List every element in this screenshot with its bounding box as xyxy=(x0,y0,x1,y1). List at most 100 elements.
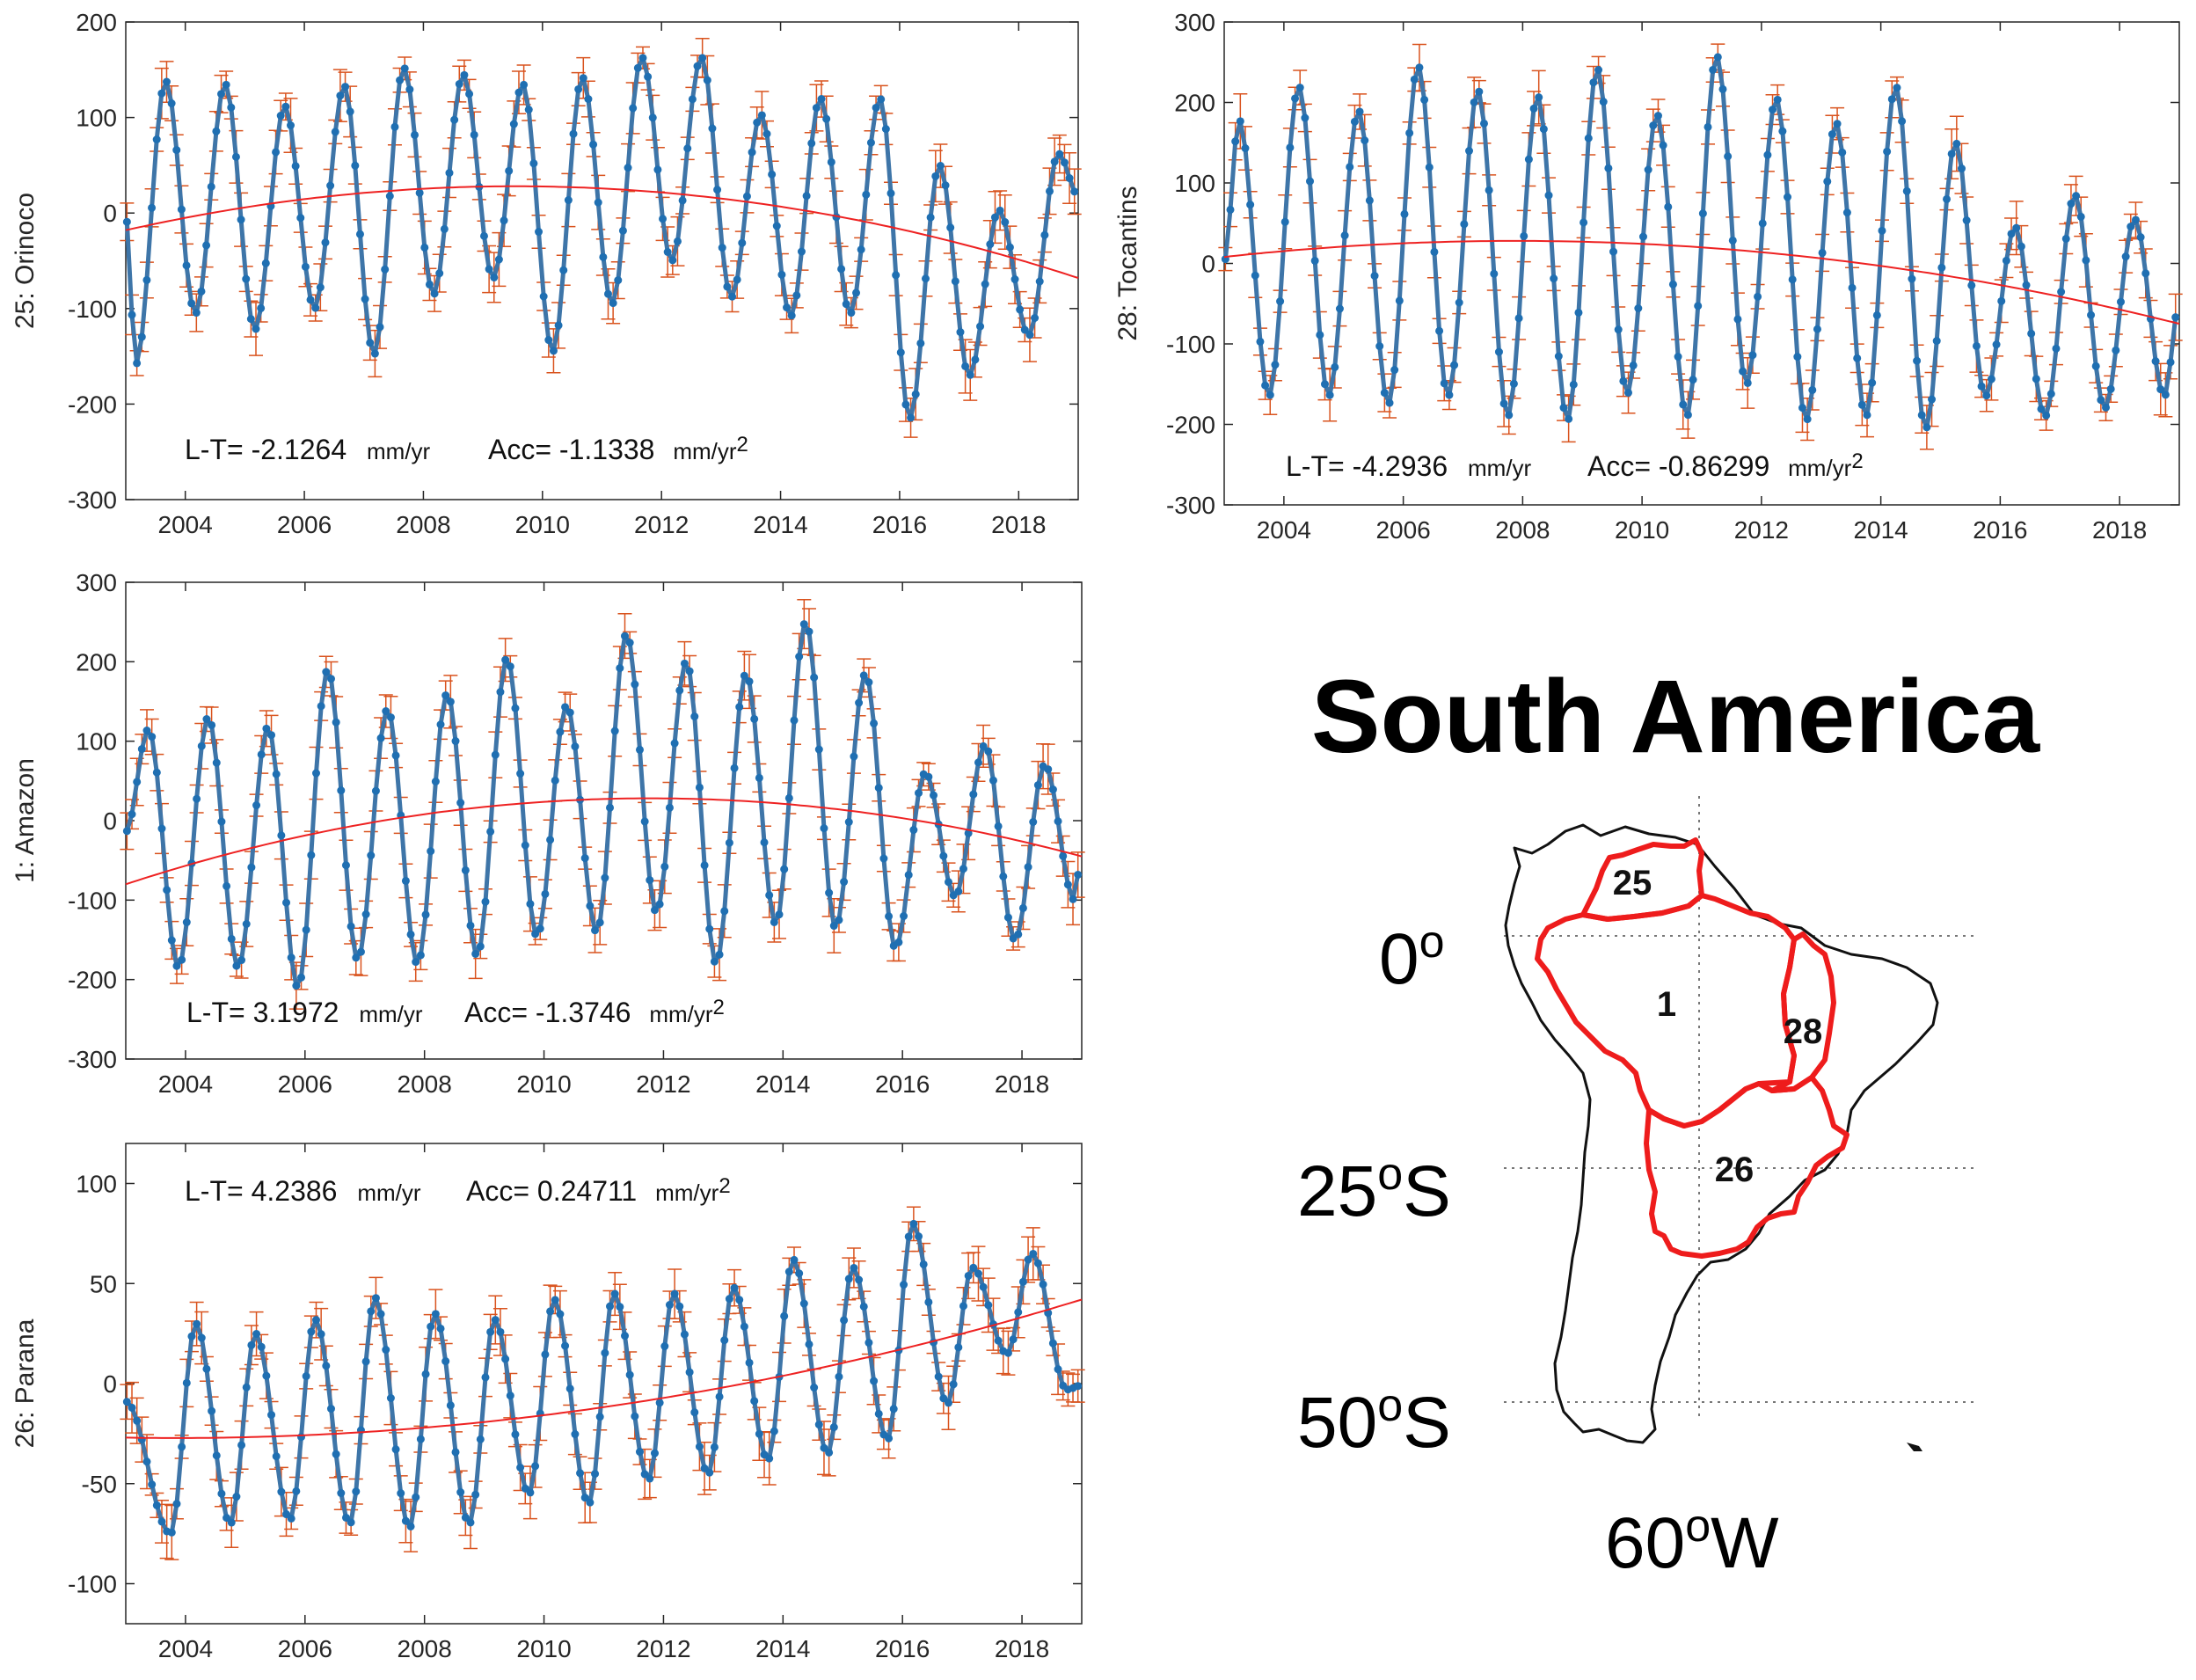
data-point xyxy=(551,1296,559,1304)
data-point xyxy=(635,1448,644,1457)
data-point xyxy=(829,922,838,931)
data-point xyxy=(653,165,662,174)
data-point xyxy=(1898,117,1907,126)
ytick-label: 300 xyxy=(76,569,117,596)
data-point xyxy=(994,822,1003,830)
data-point xyxy=(990,213,999,222)
data-point xyxy=(486,827,495,836)
chart-tocantins: 28: Tocantins -300 -200 -100 0 100 200 300 2004… xyxy=(1113,9,2183,544)
xtick-label: 2014 xyxy=(753,511,807,538)
data-point xyxy=(1520,231,1528,240)
data-point xyxy=(252,801,261,810)
data-point xyxy=(2042,411,2051,420)
data-point xyxy=(466,1518,475,1527)
data-point xyxy=(376,323,384,332)
data-point xyxy=(541,1350,550,1359)
data-point xyxy=(1565,414,1573,423)
xtick-label: 2006 xyxy=(278,1070,332,1098)
data-point xyxy=(1306,177,1315,186)
data-point xyxy=(506,662,514,671)
xtick-label: 2004 xyxy=(158,1635,213,1662)
data-point xyxy=(1063,880,1072,889)
data-point xyxy=(405,85,414,94)
data-point xyxy=(1629,361,1638,369)
data-point xyxy=(1035,277,1044,286)
trend-line-parana xyxy=(125,1298,1083,1439)
data-point xyxy=(609,299,617,308)
data-point xyxy=(715,950,724,959)
data-point xyxy=(850,1263,858,1272)
data-point xyxy=(277,831,286,840)
data-point xyxy=(874,1409,883,1418)
data-point xyxy=(1698,209,1707,218)
data-point xyxy=(820,1443,828,1452)
data-point xyxy=(326,675,335,683)
data-point xyxy=(1370,272,1379,281)
data-point xyxy=(122,1398,131,1406)
data-point xyxy=(370,349,379,358)
data-point xyxy=(546,836,555,844)
data-point xyxy=(152,768,161,777)
data-point xyxy=(247,1340,256,1349)
data-point xyxy=(172,1500,181,1508)
data-point xyxy=(969,1263,978,1272)
data-point xyxy=(1390,366,1399,375)
data-point xyxy=(984,747,993,756)
data-point xyxy=(466,921,475,930)
data-point xyxy=(420,243,429,252)
data-point xyxy=(835,1372,843,1381)
data-point xyxy=(2127,223,2135,231)
data-point xyxy=(1977,382,1986,391)
annotation-lt-parana: L-T= 4.2386 mm/yr xyxy=(185,1175,421,1207)
data-point xyxy=(207,182,215,191)
data-point xyxy=(1445,391,1454,399)
data-point xyxy=(461,866,470,874)
data-point xyxy=(1425,163,1434,172)
data-point xyxy=(904,871,913,880)
series-points-tocantins xyxy=(1221,53,2180,432)
data-point xyxy=(322,668,331,676)
data-point xyxy=(939,851,948,860)
data-point xyxy=(1967,281,1976,289)
ytick-label: -200 xyxy=(68,391,117,418)
data-point xyxy=(1010,275,1019,284)
data-point xyxy=(901,400,910,409)
data-point xyxy=(450,115,459,124)
data-point xyxy=(133,359,142,368)
data-point xyxy=(1256,337,1265,346)
data-point xyxy=(1261,381,1270,390)
data-point xyxy=(1024,1255,1032,1264)
data-point xyxy=(961,362,970,370)
data-point xyxy=(301,262,310,271)
data-point xyxy=(1893,84,1901,92)
data-point xyxy=(1460,220,1469,229)
ytick-label: 100 xyxy=(76,105,117,132)
data-point xyxy=(941,181,950,190)
data-point xyxy=(1784,193,1792,201)
data-point xyxy=(182,918,191,927)
data-point xyxy=(795,653,804,661)
data-point xyxy=(733,275,741,284)
data-point xyxy=(321,238,330,247)
data-point xyxy=(227,934,236,943)
data-point xyxy=(1842,208,1851,217)
data-point xyxy=(386,1393,395,1402)
data-point xyxy=(825,1448,834,1457)
chart-parana: 26: Parana -100 -50 0 50 100 2004 2006 2008 2010… xyxy=(11,1143,1085,1662)
data-point xyxy=(926,213,935,222)
data-point xyxy=(1029,1249,1038,1258)
data-point xyxy=(675,686,684,695)
data-point xyxy=(460,70,469,79)
data-point xyxy=(391,1445,400,1454)
data-point xyxy=(307,1327,316,1336)
ytick-label: 50 xyxy=(90,1270,117,1297)
data-point xyxy=(1743,378,1752,387)
data-point xyxy=(1060,158,1069,167)
data-point xyxy=(167,99,176,108)
data-point xyxy=(227,103,236,112)
data-point xyxy=(720,907,729,916)
data-point xyxy=(202,1364,211,1373)
data-point xyxy=(317,702,325,711)
data-point xyxy=(1410,75,1419,84)
data-point xyxy=(1554,352,1563,361)
